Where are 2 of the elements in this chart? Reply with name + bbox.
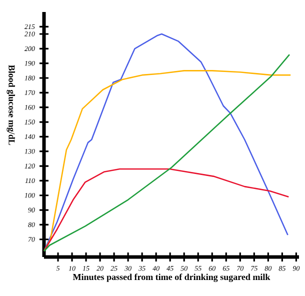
y-axis-title: Blood glucose mg/dL — [6, 64, 15, 145]
x-axis-title: Minutes passed from time of drinking sugared milk — [72, 274, 270, 282]
